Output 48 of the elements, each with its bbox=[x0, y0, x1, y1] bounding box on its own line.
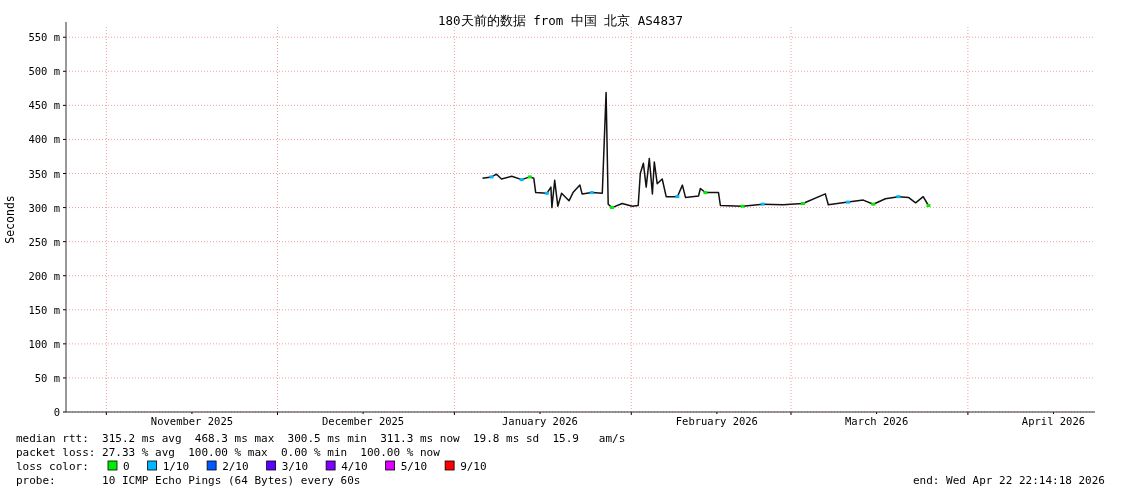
point bbox=[675, 195, 680, 199]
x-tick-label: February 2026 bbox=[675, 415, 758, 427]
text: end: Wed Apr 22 22:14:18 2026 bbox=[912, 474, 1105, 487]
point bbox=[610, 206, 615, 210]
point bbox=[800, 201, 805, 205]
x-tick-label: December 2025 bbox=[322, 415, 405, 427]
y-axis-title: Seconds bbox=[3, 195, 17, 244]
x-tick-label: April 2026 bbox=[1021, 415, 1086, 427]
y-tick-label: 150 m bbox=[28, 303, 60, 316]
legend-label: 0 bbox=[123, 460, 130, 473]
point bbox=[544, 191, 549, 195]
point bbox=[760, 202, 765, 206]
y-tick-label: 500 m bbox=[28, 65, 60, 78]
point bbox=[926, 204, 931, 208]
point bbox=[871, 202, 876, 206]
text: probe: 10 ICMP Echo Pings (64 Bytes) every 60s bbox=[16, 474, 361, 487]
legend-label: 3/10 bbox=[281, 460, 309, 473]
legend-label: 9/10 bbox=[460, 460, 487, 473]
y-tick-label: 50 m bbox=[34, 371, 60, 384]
y-tick-label: 550 m bbox=[28, 31, 60, 44]
chart-title: 180天前的数据 from 中国 北京 AS4837 bbox=[438, 13, 683, 28]
x-tick-label: November 2025 bbox=[150, 415, 234, 427]
y-tick-label: 400 m bbox=[28, 133, 60, 146]
point bbox=[703, 191, 708, 195]
y-tick-label: 450 m bbox=[28, 99, 60, 112]
y-tick-label: 200 m bbox=[28, 269, 60, 282]
point bbox=[527, 175, 532, 179]
line-series bbox=[481, 91, 930, 209]
y-tick-label: 0 bbox=[53, 406, 60, 418]
text: packet loss: 27.33 % avg 100.00 % max 0.00 % min 100.00 % now bbox=[16, 446, 441, 459]
y-tick-label: 100 m bbox=[28, 337, 60, 350]
legend-label: 1/10 bbox=[162, 460, 190, 473]
text: median rtt: 315.2 ms avg 468.3 ms max 300.5 ms min 311.3 ms now 19.8 ms sd 15.9 am/s bbox=[16, 432, 626, 445]
point bbox=[589, 191, 594, 195]
y-tick-label: 350 m bbox=[28, 167, 60, 180]
point bbox=[519, 178, 524, 182]
legend-label: 4/10 bbox=[341, 460, 368, 473]
point bbox=[896, 195, 901, 199]
legend-title: loss color: bbox=[16, 460, 89, 473]
y-tick-label: 250 m bbox=[28, 235, 60, 248]
point bbox=[740, 204, 745, 208]
legend-label: 2/10 bbox=[222, 460, 249, 473]
point bbox=[846, 200, 851, 204]
x-tick-label: March 2026 bbox=[845, 415, 909, 427]
legend-label: 5/10 bbox=[400, 460, 428, 473]
point bbox=[489, 175, 494, 179]
y-tick-label: 300 m bbox=[28, 201, 60, 214]
x-tick-label: January 2026 bbox=[502, 415, 578, 427]
